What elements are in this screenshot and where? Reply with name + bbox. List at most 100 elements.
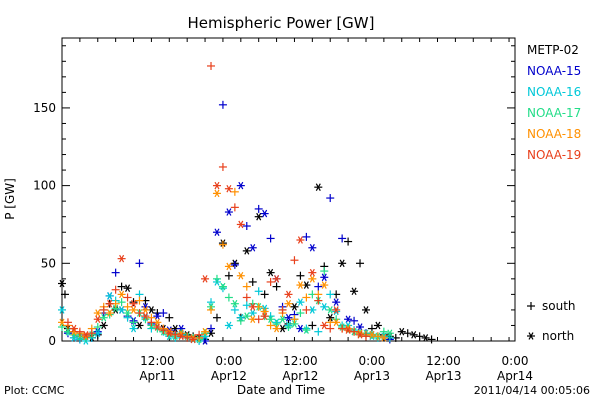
marker-stroke [71,324,77,333]
data-point [183,333,192,342]
marker-stroke [321,281,327,289]
marker-stroke [309,243,315,252]
marker-stroke [333,306,339,314]
marker-stroke [327,306,333,314]
data-point [207,305,216,314]
data-point [123,313,132,322]
data-point [356,331,365,339]
data-point [63,318,72,327]
data-point [230,305,239,314]
marker-stroke [268,315,274,324]
legend-entry-noaa-18: NOAA-18 [527,127,581,141]
data-point [248,243,257,252]
data-point [356,329,365,338]
data-point [218,282,227,291]
data-point [332,307,341,316]
marker-stroke [101,321,107,330]
series-metp-02 [58,183,436,344]
footer-timestamp: 2011/04/14 00:05:06 [474,384,590,397]
y-tick-label: 50 [41,256,56,270]
marker-stroke [280,324,286,333]
data-point [308,321,317,330]
marker-stroke [345,324,351,333]
marker-legend-north: north [527,329,574,343]
data-point [260,312,269,320]
data-point [290,303,299,311]
marker-stroke [107,299,113,308]
marker-stroke [297,298,303,306]
data-point [266,277,275,286]
data-point [290,315,299,324]
data-point [314,282,323,291]
data-point [207,324,216,333]
marker-stroke [369,331,375,339]
data-point [332,298,341,306]
data-point [338,259,347,268]
marker-stroke [220,282,226,291]
marker-stroke [262,304,268,313]
data-point [290,320,299,328]
x-tick-date-label: Apr12 [282,369,318,383]
data-point [284,313,293,322]
data-point [290,256,299,265]
marker-stroke [387,329,393,338]
data-point [242,293,251,302]
data-point [254,315,263,324]
data-point [218,162,227,171]
marker-stroke [83,332,89,341]
data-point [361,306,370,314]
data-point [218,240,227,249]
marker-stroke [256,212,262,221]
data-point [284,290,293,299]
marker-stroke [136,321,143,330]
data-point [242,222,251,231]
data-point [272,282,281,291]
data-point [218,100,227,109]
x-axis-label: Date and Time [237,383,325,397]
marker-stroke [166,326,172,334]
marker-stroke [190,335,196,344]
data-point [212,313,221,322]
data-point [212,228,221,237]
marker-legend-label: south [542,299,576,313]
data-point [224,262,233,271]
marker-stroke [208,329,214,338]
y-tick-label: 0 [48,334,56,348]
data-point [165,313,174,322]
data-point [93,309,102,317]
marker-stroke [131,299,137,308]
marker-stroke [119,290,125,299]
marker-stroke [125,309,131,317]
data-point [153,323,162,331]
marker-stroke [303,326,309,334]
data-point [129,318,138,327]
marker-stroke [333,307,339,316]
data-point [159,326,168,335]
legend-entry-noaa-19: NOAA-19 [527,148,581,162]
marker-stroke [142,312,148,320]
marker-stroke [142,303,148,311]
x-tick-date-label: Apr14 [497,369,533,383]
marker-stroke [250,315,256,324]
data-point [320,303,329,311]
plot-border [61,37,516,342]
marker-stroke [423,334,429,342]
data-point [111,268,120,277]
data-point [344,326,353,334]
data-point [123,309,132,317]
marker-stroke [381,334,387,342]
y-tick-label: 100 [33,179,56,193]
marker-stroke [274,324,280,333]
marker-stroke [250,243,256,252]
data-point [266,268,275,277]
marker-stroke [244,312,250,320]
data-point [218,284,227,293]
marker-stroke [345,315,351,324]
data-point [254,204,263,213]
y-axis: 0 50 100 150 [33,45,515,348]
marker-stroke [107,292,113,300]
marker-stroke [238,271,244,280]
data-point [302,305,311,314]
marker-stroke [166,329,172,338]
marker-stroke [59,318,65,327]
